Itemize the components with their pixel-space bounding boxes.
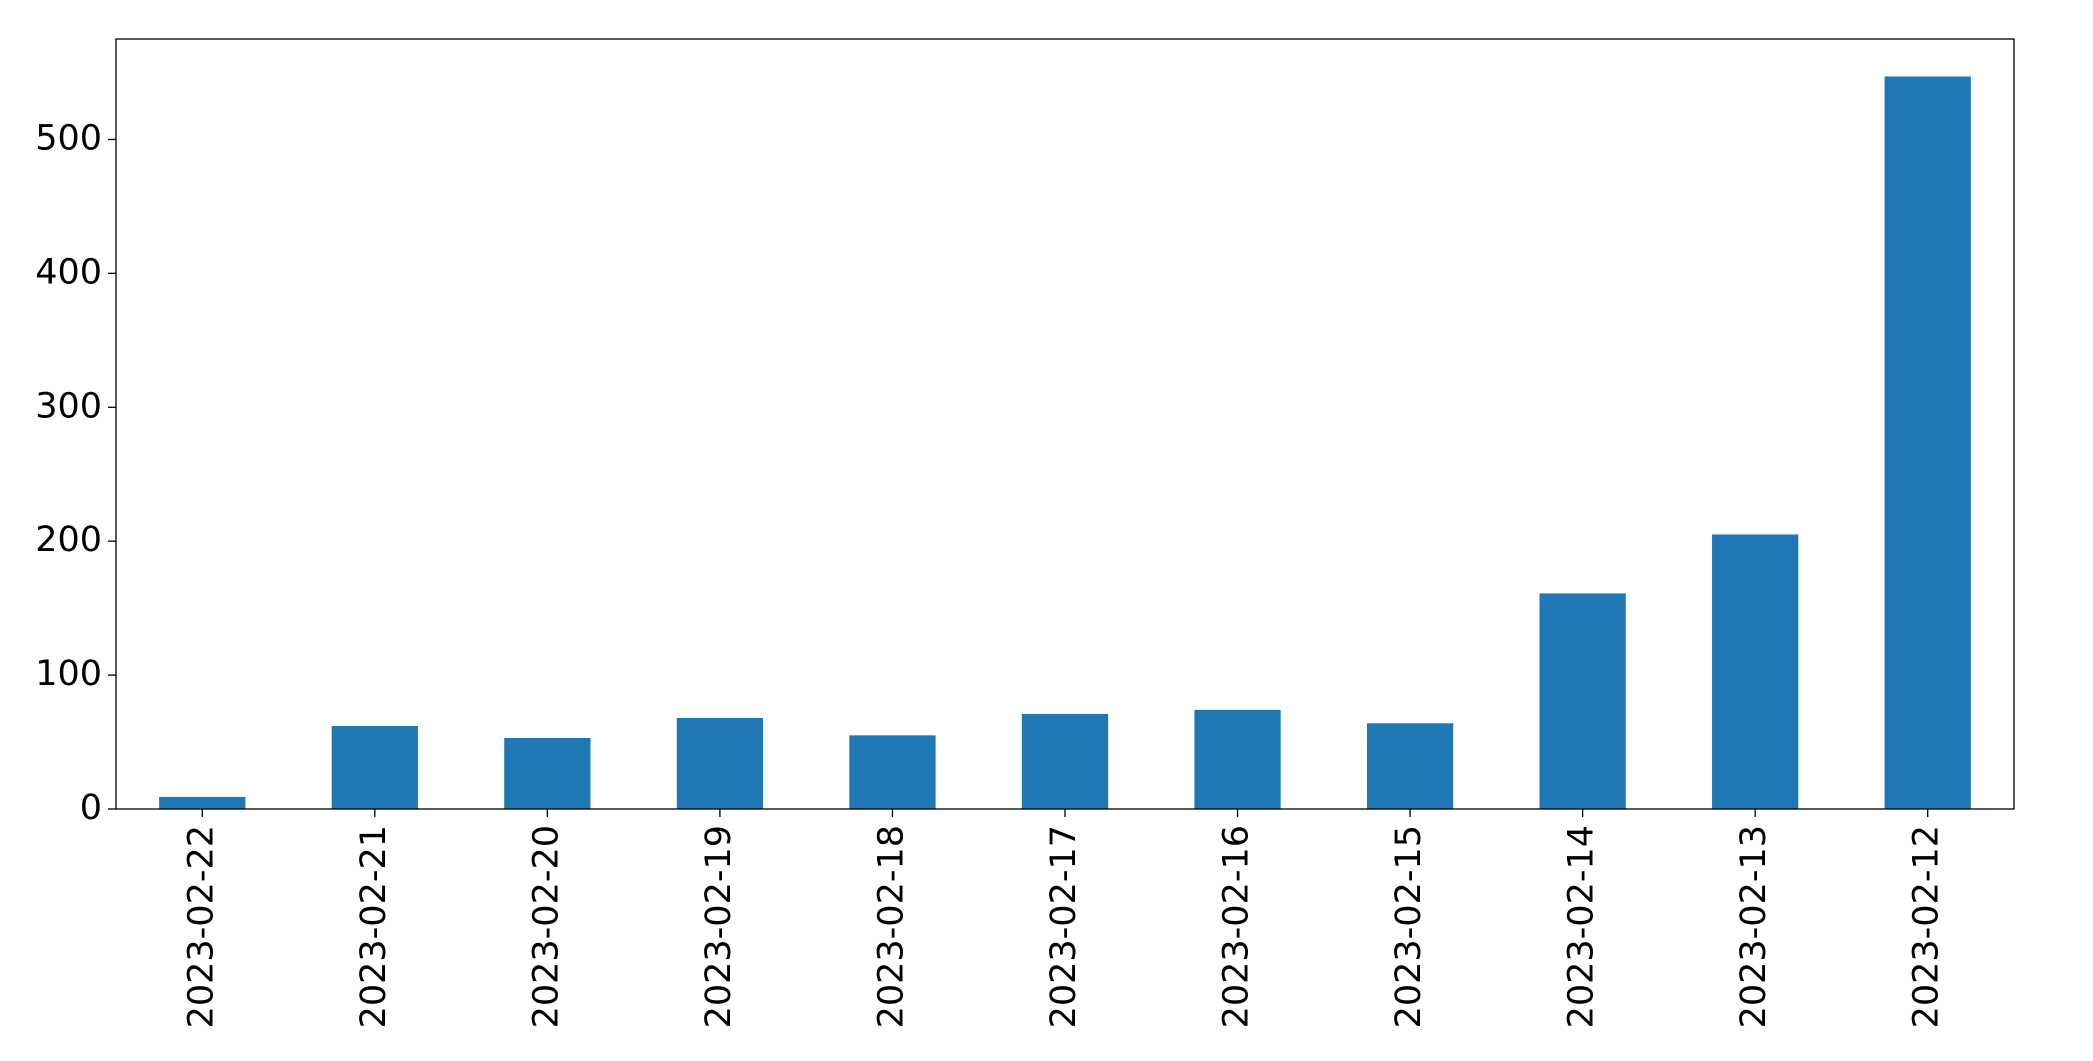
x-tick-label: 2023-02-18 [871,825,911,1028]
bar [676,717,764,809]
x-tick-label: 2023-02-13 [1734,825,1774,1028]
bar [331,725,418,809]
x-tick-label: 2023-02-19 [699,825,739,1028]
x-tick-label: 2023-02-16 [1217,825,1257,1028]
plot-frame [115,38,2015,810]
bar [1366,723,1454,809]
y-tick-label: 300 [35,386,102,426]
bar [159,796,246,809]
bar [1021,713,1109,809]
bar [1194,709,1281,809]
x-tick-label: 2023-02-20 [526,825,566,1028]
bar [504,738,591,809]
y-tick-label: 200 [35,520,102,560]
bar [1539,593,1626,809]
y-tick-label: 100 [35,654,102,694]
bar [1884,76,1971,809]
x-tick-label: 2023-02-14 [1562,825,1602,1028]
x-tick-label: 2023-02-21 [354,825,394,1028]
y-tick-label: 500 [35,118,102,158]
y-tick-label: 0 [80,788,102,828]
y-tick-label: 400 [35,252,102,292]
x-tick-label: 2023-02-12 [1907,825,1947,1028]
x-tick-label: 2023-02-22 [181,825,221,1028]
x-tick-label: 2023-02-17 [1044,825,1084,1028]
bar [849,735,936,809]
bar [1712,534,1799,809]
x-tick-label: 2023-02-15 [1389,825,1429,1028]
